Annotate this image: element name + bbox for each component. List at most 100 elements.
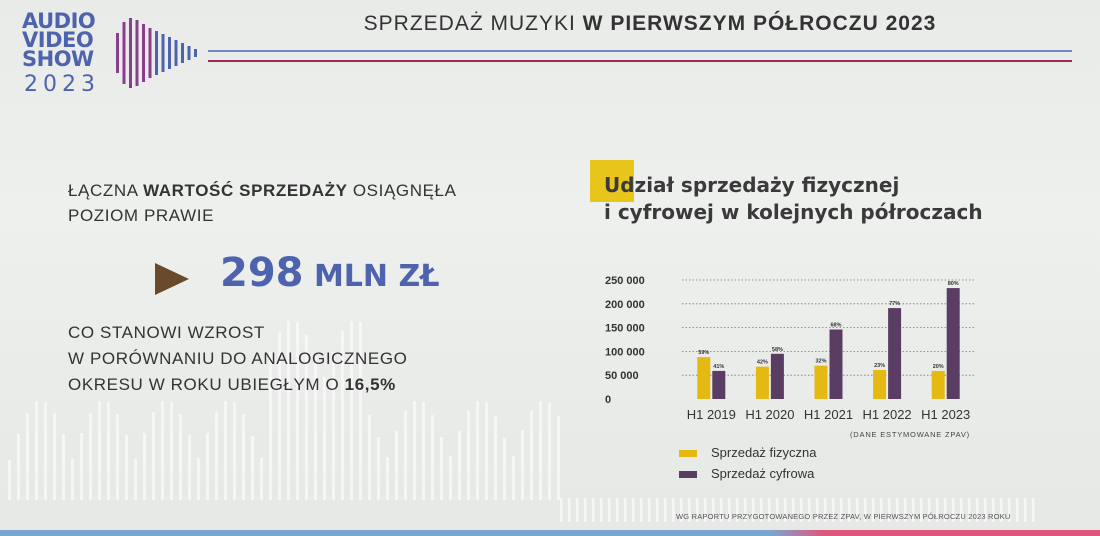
deco-bar <box>503 438 506 500</box>
deco-bar <box>368 415 371 500</box>
wave-bar <box>155 31 158 75</box>
deco-bar <box>1008 498 1011 522</box>
play-arrow-icon <box>155 263 189 295</box>
deco-bar <box>305 335 308 500</box>
wave-bar <box>161 34 165 72</box>
deco-bar <box>287 321 290 500</box>
bar-physical <box>814 365 828 399</box>
wave-bar <box>148 28 152 78</box>
deco-bar <box>197 458 200 500</box>
logo-wordmark: AUDIO VIDEO SHOW <box>22 9 96 71</box>
deco-bar <box>350 321 353 500</box>
sales-lead-text: ŁĄCZNA WARTOŚĆ SPRZEDAŻY OSIĄGNĘŁA POZIO… <box>68 181 457 225</box>
deco-bar <box>404 411 407 500</box>
deco-bar <box>8 460 11 500</box>
data-label: 59% <box>698 350 709 356</box>
deco-bar <box>936 498 939 522</box>
y-tick-label: 200 000 <box>605 299 645 311</box>
legend-swatch-digital <box>679 471 697 479</box>
deco-bar <box>720 498 723 522</box>
deco-bar <box>125 435 128 500</box>
x-tick-label: H1 2021 <box>804 407 853 422</box>
deco-bar <box>17 434 20 500</box>
deco-bar <box>449 456 452 500</box>
data-label: 42% <box>757 360 768 366</box>
deco-bar <box>44 402 47 500</box>
deco-bar <box>152 412 155 500</box>
data-label: 41% <box>713 364 724 370</box>
y-tick-label: 250 000 <box>605 275 645 287</box>
total-sales-value: 298 MLN ZŁ <box>220 250 440 296</box>
deco-bar <box>632 498 635 522</box>
deco-bar <box>188 435 191 500</box>
deco-bar <box>98 401 101 500</box>
bar-digital <box>888 308 902 399</box>
deco-bar <box>269 352 272 500</box>
wave-bar <box>187 46 191 60</box>
logo: AUDIO VIDEO SHOW 2023 <box>22 9 202 97</box>
deco-bar <box>485 402 488 500</box>
deco-bar <box>548 403 551 500</box>
data-label: 58% <box>772 347 783 353</box>
data-label: 20% <box>933 364 944 370</box>
deco-bar <box>521 430 524 500</box>
deco-bar <box>840 498 843 522</box>
deco-bar <box>62 434 65 500</box>
bar-chart: 0 50 000 100 000 150 000 200 000 250 000 59% 41… <box>605 275 975 422</box>
deco-bar <box>26 413 29 500</box>
deco-bar <box>896 498 899 522</box>
deco-bar <box>592 498 595 522</box>
bar-digital <box>829 329 843 399</box>
deco-bar <box>260 458 263 500</box>
deco-bar <box>656 498 659 522</box>
deco-bar <box>296 322 299 500</box>
deco-bar <box>952 498 955 522</box>
deco-bar <box>976 498 979 522</box>
deco-bar <box>1024 498 1027 522</box>
title-rule-blue <box>208 50 1072 52</box>
bottom-bar <box>0 530 1100 536</box>
deco-bar <box>467 411 470 500</box>
deco-bar <box>696 498 699 522</box>
data-label: 77% <box>889 301 900 307</box>
deco-bar <box>242 414 245 500</box>
deco-bar <box>539 401 542 500</box>
bar-physical <box>873 369 887 399</box>
deco-bar <box>206 433 209 500</box>
deco-bar <box>576 498 579 522</box>
deco-bar <box>600 498 603 522</box>
deco-bar <box>960 498 963 522</box>
deco-bar <box>704 498 707 522</box>
deco-bar <box>134 459 137 500</box>
title-rule-red <box>208 60 1072 62</box>
wave-bar <box>168 37 171 69</box>
deco-bar <box>215 412 218 500</box>
x-tick-label: H1 2022 <box>863 407 912 422</box>
wave-bar <box>129 18 132 88</box>
legend-swatch-physical <box>679 450 697 458</box>
data-label: 32% <box>815 359 826 365</box>
deco-bar <box>768 498 771 522</box>
deco-bar <box>494 416 497 500</box>
x-tick-label: H1 2020 <box>745 407 794 422</box>
deco-bar <box>784 498 787 522</box>
deco-bar <box>314 356 317 500</box>
legend-physical: Sprzedaż fizyczna <box>679 445 817 460</box>
x-tick-label: H1 2019 <box>687 407 736 422</box>
deco-bar <box>872 498 875 522</box>
deco-bar <box>888 498 891 522</box>
deco-bar <box>664 498 667 522</box>
deco-bar <box>560 498 563 522</box>
deco-bar <box>557 416 560 500</box>
deco-bar <box>832 498 835 522</box>
data-label: 80% <box>948 281 959 287</box>
deco-bar <box>824 498 827 522</box>
y-tick-label: 50 000 <box>605 370 639 382</box>
wave-bar <box>194 49 197 57</box>
deco-bar <box>359 322 362 500</box>
bar-digital <box>770 353 784 399</box>
chart-title: Udział sprzedaży fizycznej i cyfrowej w k… <box>604 173 983 224</box>
deco-bar <box>792 498 795 522</box>
